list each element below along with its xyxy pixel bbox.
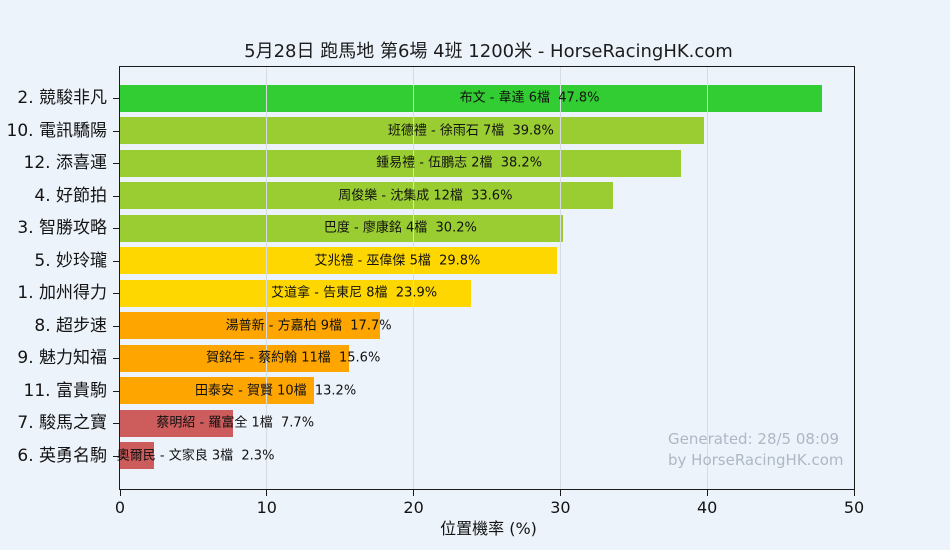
y-tick bbox=[113, 293, 119, 294]
gridline bbox=[706, 67, 708, 489]
x-tick-label: 40 bbox=[697, 498, 718, 517]
category-label: 10. 電訊驕陽 bbox=[6, 120, 107, 141]
category-label: 7. 駿馬之寶 bbox=[17, 413, 107, 433]
x-tick-label: 20 bbox=[403, 498, 424, 517]
bar-label: 艾兆禮 - 巫偉傑 5檔 29.8% bbox=[314, 253, 481, 268]
bar bbox=[120, 377, 314, 404]
bar-label: 巴度 - 廖康銘 4檔 30.2% bbox=[323, 220, 477, 236]
y-tick bbox=[113, 358, 119, 359]
bar bbox=[120, 182, 614, 209]
x-tick-label: 30 bbox=[550, 498, 571, 517]
category-label: 5. 妙玲瓏 bbox=[34, 250, 107, 271]
bar-label: 田泰安 - 賀賢 10檔 13.2% bbox=[194, 383, 357, 398]
bar-label: 奧爾民 - 文家良 3檔 2.3% bbox=[116, 448, 275, 463]
bar bbox=[120, 409, 234, 437]
plot-area: 布文 - 韋達 6檔 47.8% 班德禮 - 徐雨石 7檔 39.8% 鍾易禮 - … bbox=[116, 66, 855, 490]
watermark-line1: Generated: 28/5 08:09 bbox=[668, 430, 840, 448]
y-tick bbox=[113, 390, 119, 392]
bar-label: 周俊樂 - 沈集成 12檔 33.6% bbox=[338, 188, 513, 203]
bar bbox=[120, 149, 681, 177]
category-label: 11. 富貴駒 bbox=[23, 380, 107, 401]
category-label: 6. 英勇名駒 bbox=[17, 445, 107, 466]
bar bbox=[120, 344, 349, 372]
bar bbox=[120, 279, 471, 307]
x-tick-label: 10 bbox=[256, 498, 277, 517]
x-tick bbox=[706, 490, 708, 496]
watermark: Generated: 28/5 08:09 by HorseRacingHK.co… bbox=[668, 429, 843, 471]
y-tick bbox=[113, 325, 119, 327]
x-tick bbox=[266, 490, 268, 496]
watermark-line2: by HorseRacingHK.com bbox=[668, 451, 844, 469]
y-tick bbox=[113, 455, 119, 457]
y-tick bbox=[113, 423, 119, 424]
bar bbox=[120, 214, 564, 242]
category-label: 9. 魅力知福 bbox=[17, 348, 107, 368]
bar bbox=[120, 84, 822, 112]
x-tick bbox=[853, 490, 855, 496]
bar bbox=[120, 442, 154, 469]
bar bbox=[120, 247, 558, 274]
bar-label: 湯普新 - 方嘉柏 9檔 17.7% bbox=[225, 318, 392, 333]
gridline bbox=[559, 67, 561, 489]
y-tick bbox=[113, 228, 119, 229]
x-axis-label: 位置機率 (%) bbox=[440, 519, 537, 538]
bar-label: 鍾易禮 - 伍鵬志 2檔 38.2% bbox=[376, 155, 543, 171]
y-tick bbox=[113, 130, 119, 132]
x-tick bbox=[119, 490, 121, 496]
bar-label: 賀銘年 - 蔡約翰 11檔 15.6% bbox=[206, 350, 381, 366]
gridline bbox=[413, 67, 415, 489]
chart-title: 5月28日 跑馬地 第6場 4班 1200米 - HorseRacingHK.c… bbox=[244, 41, 733, 62]
category-label: 2. 競駿非凡 bbox=[17, 88, 107, 108]
x-tick bbox=[413, 490, 415, 496]
category-label: 4. 好節拍 bbox=[34, 185, 107, 206]
x-tick-label: 50 bbox=[843, 498, 865, 517]
gridline bbox=[266, 67, 268, 489]
category-label: 1. 加州得力 bbox=[17, 283, 107, 303]
bar bbox=[120, 117, 705, 144]
bar-label: 艾道拿 - 告東尼 8檔 23.9% bbox=[271, 285, 438, 301]
y-tick bbox=[113, 260, 119, 262]
x-tick-label: 0 bbox=[114, 498, 126, 517]
y-tick bbox=[113, 98, 119, 99]
category-label: 12. 添喜運 bbox=[23, 153, 107, 173]
bar-label: 布文 - 韋達 6檔 47.8% bbox=[459, 90, 600, 106]
bar bbox=[120, 312, 380, 339]
x-tick bbox=[559, 490, 561, 496]
category-label: 8. 超步速 bbox=[34, 315, 107, 336]
bar-label: 蔡明紹 - 羅富全 1檔 7.7% bbox=[156, 415, 315, 431]
category-label: 3. 智勝攻略 bbox=[17, 218, 107, 238]
bar-label: 班德禮 - 徐雨石 7檔 39.8% bbox=[387, 123, 554, 138]
y-tick bbox=[113, 195, 119, 197]
y-tick bbox=[113, 163, 119, 164]
